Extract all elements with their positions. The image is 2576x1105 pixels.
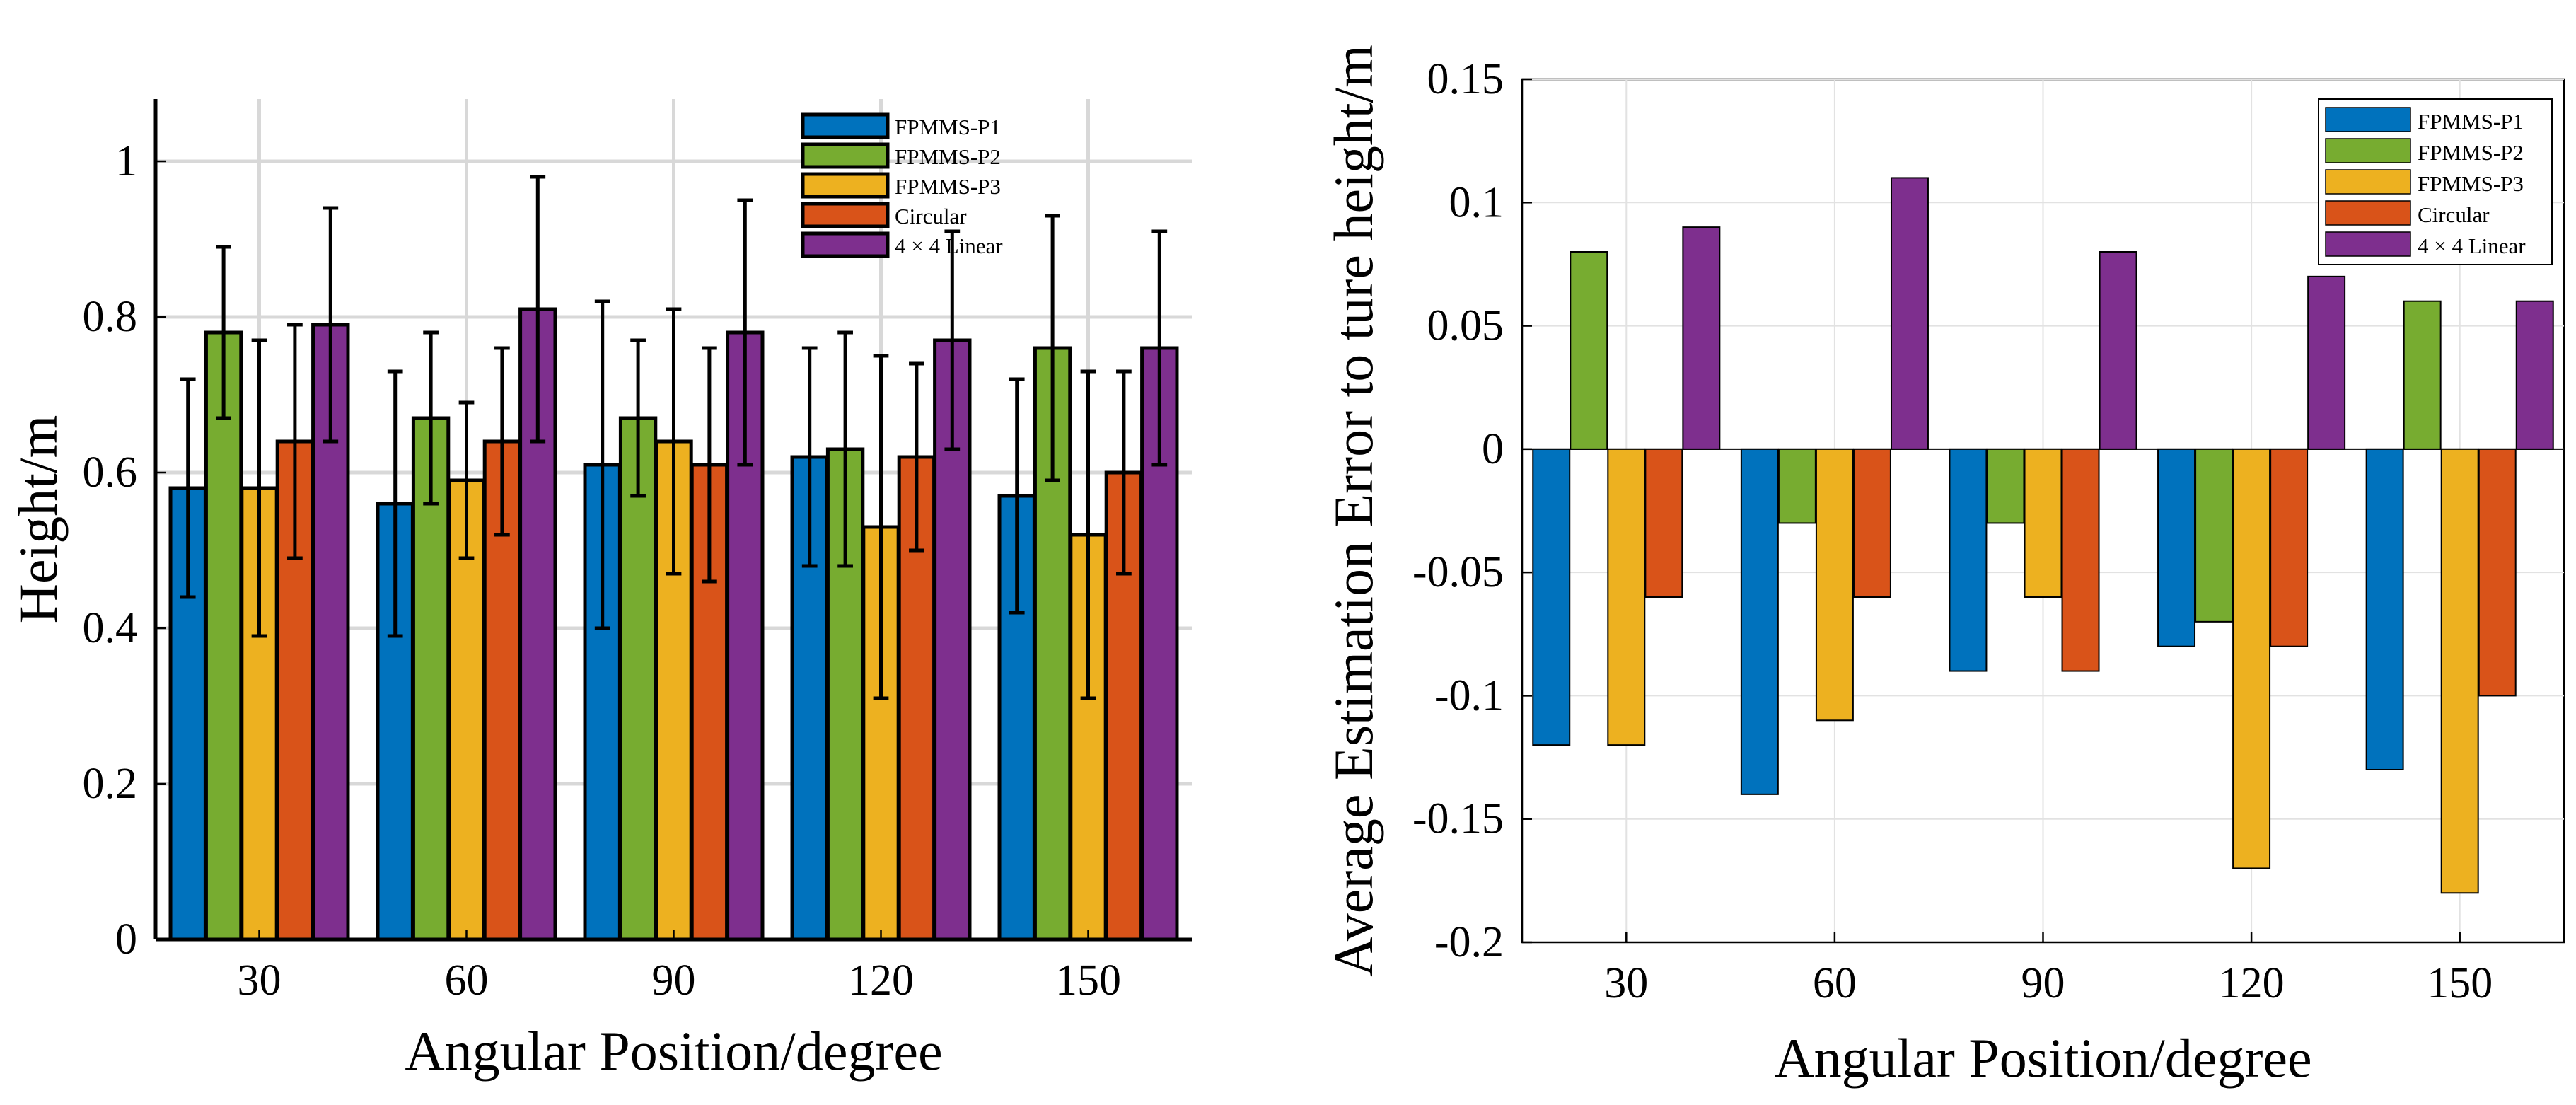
legend-label: FPMMS-P2 — [2418, 140, 2524, 165]
x-tick-label: 90 — [652, 956, 696, 1005]
bar-fpmms-p3-150 — [2440, 448, 2479, 894]
bar-4-4-linear-30 — [1682, 226, 1721, 450]
legend-swatch — [2325, 169, 2411, 195]
legend-swatch — [801, 172, 890, 199]
bar-fpmms-p1-60 — [1740, 448, 1779, 795]
bar-circular-150 — [2478, 448, 2517, 697]
bar-fpmms-p2-90 — [1986, 448, 2025, 524]
x-tick-label: 90 — [2021, 959, 2065, 1007]
x-axis-label: Angular Position/degree — [405, 1020, 942, 1082]
legend-label: 4 × 4 Linear — [2418, 233, 2526, 258]
bar-fpmms-p2-30 — [204, 330, 243, 942]
bar-4-4-linear-90 — [2099, 251, 2137, 450]
y-tick-label: 0 — [115, 915, 137, 964]
bar-circular-120 — [2270, 448, 2309, 647]
x-axis-label: Angular Position/degree — [1774, 1027, 2311, 1089]
error-bar-chart: -0.2 -0.15 -0.1 -0.05 0 0.05 0.1 0.15 30 60 90 120 1… — [1323, 45, 2565, 1089]
y-tick-label: 0.6 — [83, 449, 138, 497]
bar-fpmms-p1-150 — [2365, 448, 2404, 770]
legend: FPMMS-P1 FPMMS-P2 FPMMS-P3 Circular 4 × 4 Li… — [801, 112, 1003, 258]
bar-fpmms-p2-90 — [618, 416, 658, 942]
y-tick-label: -0.05 — [1412, 548, 1504, 596]
bar-4-4-linear-60 — [1890, 177, 1929, 450]
legend-label: FPMMS-P3 — [895, 174, 1001, 199]
legend-swatch — [801, 202, 890, 228]
legend-swatch — [2325, 231, 2411, 257]
legend-swatch — [801, 231, 890, 258]
legend-label: FPMMS-P1 — [2418, 109, 2524, 134]
x-tick-label: 150 — [1055, 956, 1121, 1005]
bar-fpmms-p1-120 — [2157, 448, 2196, 647]
height-bar-chart: 0 0.2 0.4 0.6 0.8 1 30 60 90 120 150 Angular Positi… — [7, 99, 1192, 1082]
legend-swatch — [801, 112, 890, 139]
bar-circular-30 — [275, 439, 315, 942]
bar-circular-90 — [2061, 448, 2100, 672]
y-tick-label: 0 — [1482, 425, 1504, 473]
legend-label: FPMMS-P2 — [895, 144, 1001, 169]
bar-circular-60 — [1852, 448, 1891, 598]
x-tick-label: 120 — [848, 956, 914, 1005]
x-tick-label: 120 — [2219, 959, 2285, 1007]
y-tick-label: 0.15 — [1427, 55, 1504, 103]
bar-circular-30 — [1644, 448, 1683, 598]
y-tick-label: -0.2 — [1434, 918, 1504, 966]
y-tick-label: 0.4 — [83, 604, 138, 652]
y-axis-label: Height/m — [7, 415, 69, 624]
bar-fpmms-p2-120 — [2195, 448, 2234, 623]
x-tick-label: 150 — [2427, 959, 2493, 1007]
bar-fpmms-p1-30 — [1532, 448, 1571, 746]
bar-fpmms-p1-90 — [1949, 448, 1988, 672]
legend-label: Circular — [895, 204, 967, 228]
bar-4-4-linear-150 — [2515, 300, 2554, 450]
x-tick-label: 60 — [1813, 959, 1857, 1007]
x-tick-label: 30 — [1604, 959, 1648, 1007]
legend-swatch — [2325, 200, 2411, 226]
y-tick-label: -0.1 — [1434, 671, 1504, 719]
y-axis-label: Average Estimation Error to ture height/… — [1323, 45, 1384, 977]
bar-4-4-linear-120 — [2307, 275, 2346, 450]
bar-fpmms-p3-90 — [2024, 448, 2062, 598]
legend-swatch — [801, 142, 890, 169]
y-tick-label: 0.1 — [1449, 178, 1504, 226]
legend-swatch — [2325, 138, 2411, 163]
x-tick-label: 30 — [238, 956, 282, 1005]
legend: FPMMS-P1 FPMMS-P2 FPMMS-P3 Circular 4 × 4 Li… — [2318, 98, 2553, 265]
y-tick-label: 1 — [115, 137, 137, 185]
bar-fpmms-p3-60 — [1815, 448, 1854, 722]
bar-fpmms-p3-120 — [2232, 448, 2271, 869]
bar-fpmms-p2-60 — [1777, 448, 1816, 524]
bar-fpmms-p2-150 — [2403, 300, 2442, 450]
legend-label: FPMMS-P1 — [895, 115, 1001, 139]
bar-fpmms-p2-30 — [1570, 251, 1608, 450]
y-tick-label: -0.15 — [1412, 795, 1504, 843]
bar-fpmms-p3-30 — [1607, 448, 1646, 746]
y-tick-label: 0.2 — [83, 760, 138, 808]
y-tick-label: 0.05 — [1427, 302, 1504, 350]
legend-label: FPMMS-P3 — [2418, 171, 2524, 196]
y-tick-label: 0.8 — [83, 293, 138, 341]
legend-label: Circular — [2418, 202, 2490, 227]
x-tick-label: 60 — [445, 956, 489, 1005]
legend-label: 4 × 4 Linear — [895, 233, 1003, 258]
legend-swatch — [2325, 107, 2411, 132]
